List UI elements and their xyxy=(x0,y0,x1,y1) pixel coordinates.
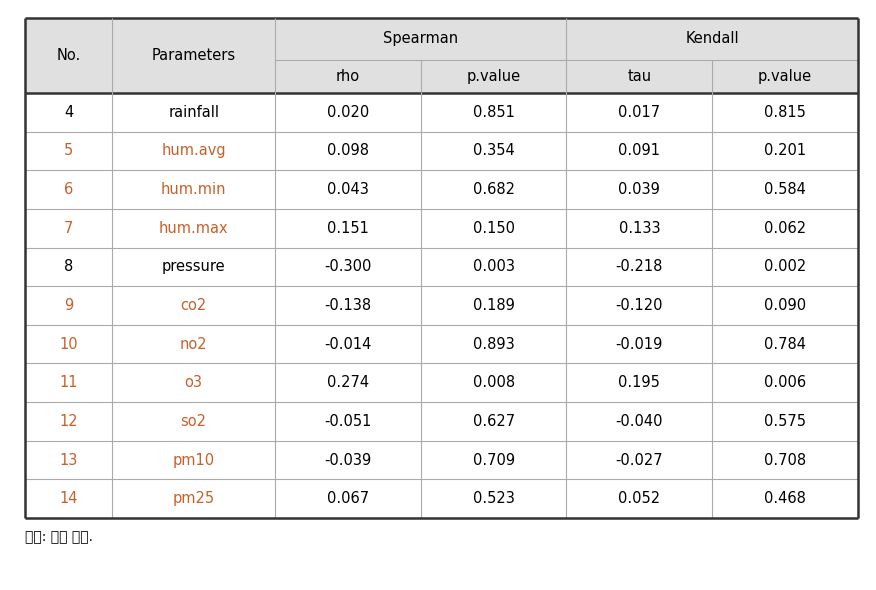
Text: 11: 11 xyxy=(60,375,78,390)
Text: 0.017: 0.017 xyxy=(618,105,661,120)
Text: 0.006: 0.006 xyxy=(764,375,806,390)
Bar xyxy=(25,209,858,248)
Text: 0.039: 0.039 xyxy=(618,182,661,197)
Text: 4: 4 xyxy=(64,105,74,120)
Text: 7: 7 xyxy=(64,221,74,236)
Text: 0.682: 0.682 xyxy=(472,182,514,197)
Bar xyxy=(25,441,858,479)
Text: -0.051: -0.051 xyxy=(324,414,371,429)
Bar xyxy=(25,248,858,286)
Text: 0.090: 0.090 xyxy=(764,298,806,313)
Text: 0.784: 0.784 xyxy=(764,337,806,352)
Bar xyxy=(25,286,858,325)
Bar xyxy=(25,402,858,441)
Text: 0.354: 0.354 xyxy=(473,143,514,159)
Text: 9: 9 xyxy=(64,298,74,313)
Bar xyxy=(25,171,858,209)
Text: 0.523: 0.523 xyxy=(473,491,514,506)
Text: Spearman: Spearman xyxy=(383,31,458,47)
Text: 13: 13 xyxy=(60,453,78,467)
Text: 0.708: 0.708 xyxy=(764,453,806,467)
Text: Parameters: Parameters xyxy=(152,48,236,63)
Bar xyxy=(25,93,858,132)
Text: -0.039: -0.039 xyxy=(324,453,371,467)
Text: 0.062: 0.062 xyxy=(764,221,806,236)
Text: -0.027: -0.027 xyxy=(616,453,663,467)
Bar xyxy=(25,132,858,171)
Text: o3: o3 xyxy=(185,375,202,390)
Text: 0.274: 0.274 xyxy=(327,375,369,390)
Bar xyxy=(25,60,858,93)
Text: no2: no2 xyxy=(180,337,208,352)
Text: 0.189: 0.189 xyxy=(473,298,514,313)
Text: hum.max: hum.max xyxy=(159,221,229,236)
Text: 0.851: 0.851 xyxy=(473,105,514,120)
Text: -0.019: -0.019 xyxy=(616,337,663,352)
Text: 0.098: 0.098 xyxy=(327,143,369,159)
Bar xyxy=(25,363,858,402)
Text: 0.627: 0.627 xyxy=(472,414,514,429)
Text: 0.584: 0.584 xyxy=(764,182,806,197)
Text: 0.133: 0.133 xyxy=(618,221,661,236)
Text: 14: 14 xyxy=(60,491,78,506)
Text: -0.138: -0.138 xyxy=(324,298,371,313)
Text: tau: tau xyxy=(627,69,652,84)
Text: 6: 6 xyxy=(64,182,74,197)
Text: 0.709: 0.709 xyxy=(472,453,514,467)
Text: 0.195: 0.195 xyxy=(618,375,661,390)
Text: 0.043: 0.043 xyxy=(327,182,369,197)
Text: 0.008: 0.008 xyxy=(472,375,514,390)
Text: -0.014: -0.014 xyxy=(324,337,371,352)
Text: p.value: p.value xyxy=(758,69,812,84)
Text: pressure: pressure xyxy=(162,260,225,274)
Text: 8: 8 xyxy=(64,260,74,274)
Text: 5: 5 xyxy=(64,143,74,159)
Bar xyxy=(25,325,858,363)
Text: hum.min: hum.min xyxy=(161,182,226,197)
Text: 0.052: 0.052 xyxy=(618,491,661,506)
Text: 0.020: 0.020 xyxy=(327,105,369,120)
Text: No.: No. xyxy=(57,48,81,63)
Text: Kendall: Kendall xyxy=(685,31,739,47)
Text: 0.893: 0.893 xyxy=(473,337,514,352)
Text: 0.151: 0.151 xyxy=(327,221,369,236)
Bar xyxy=(25,18,858,60)
Text: 0.002: 0.002 xyxy=(764,260,806,274)
Text: 0.150: 0.150 xyxy=(472,221,514,236)
Text: rainfall: rainfall xyxy=(168,105,219,120)
Text: 0.201: 0.201 xyxy=(764,143,806,159)
Text: 0.067: 0.067 xyxy=(327,491,369,506)
Text: -0.218: -0.218 xyxy=(616,260,663,274)
Text: 10: 10 xyxy=(60,337,78,352)
Text: -0.120: -0.120 xyxy=(616,298,663,313)
Text: so2: so2 xyxy=(180,414,207,429)
Text: 자료: 저자 작성.: 자료: 저자 작성. xyxy=(25,530,93,544)
Text: pm25: pm25 xyxy=(173,491,215,506)
Text: hum.avg: hum.avg xyxy=(161,143,226,159)
Text: p.value: p.value xyxy=(467,69,520,84)
Text: 0.091: 0.091 xyxy=(618,143,661,159)
Text: 0.468: 0.468 xyxy=(764,491,806,506)
Text: 0.815: 0.815 xyxy=(764,105,806,120)
Text: pm10: pm10 xyxy=(173,453,215,467)
Text: 0.003: 0.003 xyxy=(472,260,514,274)
Text: -0.040: -0.040 xyxy=(616,414,663,429)
Text: -0.300: -0.300 xyxy=(324,260,371,274)
Bar xyxy=(25,479,858,518)
Text: co2: co2 xyxy=(180,298,207,313)
Text: 12: 12 xyxy=(60,414,78,429)
Text: rho: rho xyxy=(336,69,360,84)
Text: 0.575: 0.575 xyxy=(764,414,806,429)
